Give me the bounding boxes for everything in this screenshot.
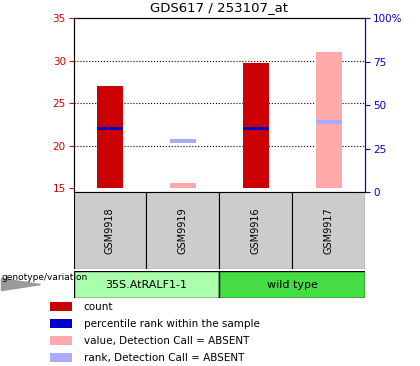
Bar	[74, 271, 220, 298]
Text: GSM9919: GSM9919	[178, 207, 188, 254]
Bar	[74, 192, 147, 269]
Bar	[50, 336, 72, 346]
Text: value, Detection Call = ABSENT: value, Detection Call = ABSENT	[84, 336, 249, 346]
Text: genotype/variation: genotype/variation	[2, 273, 88, 282]
Text: GSM9918: GSM9918	[105, 207, 115, 254]
Title: GDS617 / 253107_at: GDS617 / 253107_at	[150, 1, 289, 14]
Bar	[97, 127, 123, 130]
Bar	[220, 271, 365, 298]
Bar	[220, 192, 292, 269]
Bar	[243, 63, 269, 188]
Bar	[147, 192, 220, 269]
Text: GSM9917: GSM9917	[324, 207, 334, 254]
Bar	[316, 120, 342, 124]
Bar	[50, 353, 72, 362]
Bar	[170, 139, 196, 143]
Text: count: count	[84, 302, 113, 312]
Bar	[50, 319, 72, 328]
Polygon shape	[2, 279, 40, 291]
Bar	[292, 192, 365, 269]
Bar	[50, 302, 72, 311]
Bar	[316, 52, 342, 188]
Text: 35S.AtRALF1-1: 35S.AtRALF1-1	[105, 280, 187, 290]
Bar	[243, 127, 269, 130]
Bar	[170, 183, 196, 188]
Text: rank, Detection Call = ABSENT: rank, Detection Call = ABSENT	[84, 352, 244, 363]
Text: wild type: wild type	[267, 280, 318, 290]
Bar	[97, 86, 123, 188]
Text: GSM9916: GSM9916	[251, 207, 261, 254]
Text: percentile rank within the sample: percentile rank within the sample	[84, 319, 260, 329]
